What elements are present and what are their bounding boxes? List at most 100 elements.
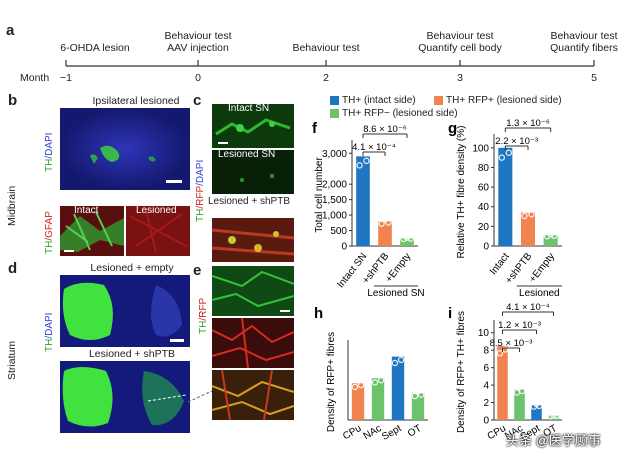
legend-item-rfp-pos: TH+ RFP+ (lesioned side) xyxy=(434,95,562,106)
timeline-tick: −1 xyxy=(60,72,72,84)
data-point xyxy=(385,219,392,226)
data-point xyxy=(498,154,506,161)
group-label: Lesioned xyxy=(519,288,560,299)
p-value-label: 4.1 × 10⁻⁴ xyxy=(506,302,550,313)
panel-b-letter: b xyxy=(8,92,18,109)
data-point xyxy=(377,377,385,384)
data-point xyxy=(417,391,425,398)
data-point xyxy=(356,162,363,169)
bar-sept xyxy=(391,356,405,420)
data-point xyxy=(394,348,402,355)
timeline-event: Behaviour test AAV injection xyxy=(164,30,232,54)
data-point xyxy=(552,412,560,420)
lesioned-sn-title: Lesioned SN xyxy=(218,150,276,160)
panel-b-title: Ipsilateral lesioned xyxy=(92,95,180,107)
legend-swatch xyxy=(330,109,339,118)
timeline-tick: 5 xyxy=(591,72,597,84)
intact-sn-title: Intact SN xyxy=(228,104,270,114)
data-point xyxy=(524,206,532,214)
data-point xyxy=(381,216,389,223)
panel-h-letter: h xyxy=(314,305,323,322)
data-point xyxy=(374,371,382,379)
y-tick-label: 80 xyxy=(478,163,490,174)
y-tick-label: 500 xyxy=(330,226,347,237)
panel-i-letter: i xyxy=(448,305,452,322)
lesioned-label: Lesioned xyxy=(136,206,177,216)
watermark: 头条 @医学顾事 xyxy=(506,433,601,448)
data-point xyxy=(518,387,526,395)
data-point xyxy=(535,402,543,410)
data-point xyxy=(499,336,506,344)
data-point xyxy=(357,381,365,389)
y-tick-label: 0 xyxy=(341,242,347,253)
p-value-label: 8.5 × 10⁻³ xyxy=(490,338,533,349)
lesioned-micrograph: Lesioned xyxy=(126,206,190,256)
timeline-tick: 0 xyxy=(195,72,201,84)
p-value-label: 1.3 × 10⁻⁶ xyxy=(506,118,550,129)
panel-d-letter: d xyxy=(8,260,18,277)
y-tick-label: 6 xyxy=(483,363,489,374)
timeline-event: Behaviour test Quantify fibers xyxy=(550,30,618,54)
panel-f-letter: f xyxy=(312,120,318,137)
y-axis-label: Density of RFP+ TH+ fibres xyxy=(456,311,467,433)
panel-g-letter: g xyxy=(448,120,457,137)
p-value-label: 2.2 × 10⁻³ xyxy=(495,136,538,147)
y-tick-label: 3,000 xyxy=(322,149,347,160)
bar-cpu xyxy=(497,345,508,420)
y-tick-label: 20 xyxy=(478,222,490,233)
legend-swatch xyxy=(434,96,443,105)
data-point xyxy=(378,220,385,227)
data-point xyxy=(547,231,554,238)
category-label: CPu xyxy=(341,423,363,442)
timeline-event: Behaviour test xyxy=(292,42,360,54)
y-axis-label: Total cell number xyxy=(314,157,325,233)
data-point xyxy=(521,212,528,220)
timeline-tick: 2 xyxy=(323,72,329,84)
y-tick-label: 2,000 xyxy=(322,180,347,191)
y-tick-label: 10 xyxy=(478,328,490,339)
y-tick-label: 100 xyxy=(472,143,489,154)
bar-shptb xyxy=(520,212,536,246)
bar-cpu xyxy=(351,383,365,420)
intact-label: Intact xyxy=(74,206,99,216)
lesioned-shptb-title: Lesioned + shPTB xyxy=(208,196,290,207)
legend-item-rfp-neg: TH+ RFP− (lesioned side) xyxy=(330,108,458,119)
y-tick-label: 4 xyxy=(483,381,489,392)
timeline-event: 6-OHDA lesion xyxy=(60,42,130,54)
p-value-label: 8.6 × 10⁻⁶ xyxy=(363,124,407,135)
bar-empty xyxy=(400,238,414,246)
timeline-event: Behaviour test Quantify cell body xyxy=(418,30,502,54)
intact-micrograph: Intact xyxy=(60,206,124,256)
bar-intact xyxy=(498,147,513,246)
p-value-label: 4.1 × 10⁻⁴ xyxy=(352,142,396,153)
data-point xyxy=(414,388,422,395)
data-point xyxy=(363,157,370,165)
y-tick-label: 8 xyxy=(483,346,489,357)
bar-intactsn xyxy=(356,156,370,246)
panel-e-letter: e xyxy=(193,262,202,279)
data-point xyxy=(407,235,414,242)
data-point xyxy=(528,211,535,218)
y-tick-label: 2 xyxy=(483,398,489,409)
p-value-label: 1.2 × 10⁻³ xyxy=(498,320,541,331)
y-axis-label: Density of RFP+ fibres xyxy=(326,332,337,432)
data-point xyxy=(411,392,419,400)
striatum-th-micrograph xyxy=(212,266,294,316)
category-label: Intact SN xyxy=(335,251,369,290)
y-axis-label: Relative TH+ fibre density (%) xyxy=(456,126,467,259)
intact-sn-micrograph: Intact SN xyxy=(212,104,294,148)
y-tick-label: 1,000 xyxy=(322,211,347,222)
data-point xyxy=(502,136,509,144)
data-point xyxy=(354,377,362,384)
group-label: Lesioned SN xyxy=(367,288,424,299)
lesioned-sn-micrograph: Lesioned SN xyxy=(212,150,294,194)
legend-swatch xyxy=(330,96,339,105)
bar-ot xyxy=(411,393,425,420)
data-point xyxy=(550,412,557,419)
legend-item-intact: TH+ (intact side) xyxy=(330,95,416,106)
bar-sept xyxy=(531,405,542,420)
striatum-shptb-micrograph xyxy=(60,361,190,433)
data-point xyxy=(400,235,407,243)
data-point xyxy=(505,149,513,156)
